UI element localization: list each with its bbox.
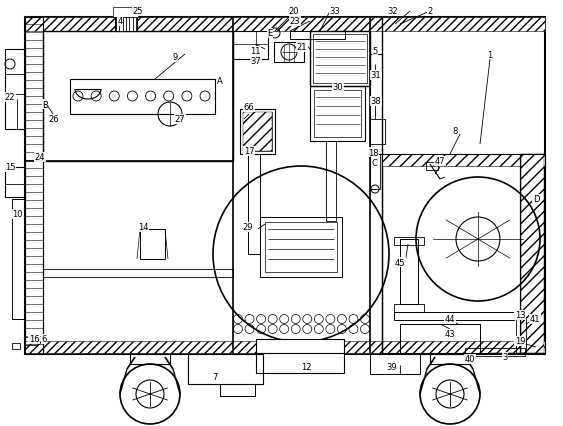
Bar	[240, 110, 275, 155]
Bar	[25, 337, 37, 345]
Bar	[5, 167, 25, 198]
Text: 19: 19	[515, 337, 525, 345]
Bar	[220, 384, 255, 396]
Bar	[516, 344, 526, 353]
Text: 6: 6	[41, 335, 47, 344]
Bar	[465, 348, 525, 356]
Bar	[521, 155, 544, 353]
Bar	[430, 354, 470, 364]
Text: 14: 14	[138, 223, 148, 232]
Bar	[43, 32, 233, 161]
Text: 13: 13	[515, 311, 525, 320]
Text: 38: 38	[370, 97, 381, 106]
Bar	[382, 155, 520, 353]
Bar	[12, 199, 25, 319]
Text: 23: 23	[290, 17, 300, 26]
Text: 32: 32	[388, 8, 398, 17]
Text: 30: 30	[333, 83, 343, 92]
Bar	[248, 155, 260, 254]
Bar	[233, 32, 268, 60]
Bar	[243, 113, 272, 152]
Bar	[370, 354, 420, 374]
Text: 26: 26	[48, 115, 59, 124]
Bar	[400, 239, 418, 304]
Bar	[115, 18, 137, 32]
Bar	[394, 304, 424, 312]
Bar	[370, 155, 380, 190]
Bar	[12, 343, 20, 349]
Bar	[394, 237, 424, 245]
Text: 9: 9	[172, 53, 177, 62]
Text: 66: 66	[244, 103, 254, 112]
Bar	[25, 18, 43, 354]
Text: 47: 47	[435, 157, 445, 166]
Bar	[5, 50, 25, 130]
Text: 10: 10	[12, 210, 23, 219]
Text: 27: 27	[175, 115, 185, 124]
Text: 39: 39	[387, 363, 397, 371]
Text: 8: 8	[452, 127, 458, 136]
Bar	[274, 43, 304, 63]
Text: 4: 4	[117, 17, 123, 26]
Bar	[256, 353, 344, 373]
Text: E: E	[267, 29, 272, 38]
Bar	[260, 218, 342, 277]
Text: C: C	[371, 158, 377, 167]
Bar	[25, 18, 545, 32]
Text: 5: 5	[372, 47, 378, 56]
Text: 25: 25	[133, 8, 143, 17]
Bar	[370, 120, 385, 145]
Text: 45: 45	[395, 258, 405, 267]
Text: 33: 33	[329, 8, 341, 17]
Text: 44: 44	[445, 315, 455, 324]
Bar	[188, 354, 263, 384]
Text: A: A	[217, 77, 223, 86]
Bar	[400, 324, 480, 354]
Bar	[290, 32, 345, 40]
Text: 31: 31	[370, 71, 381, 81]
Text: 2: 2	[427, 8, 432, 17]
Bar	[130, 354, 170, 364]
Text: D: D	[533, 195, 539, 204]
Text: 3: 3	[502, 353, 508, 362]
Bar	[25, 341, 545, 353]
Bar	[140, 230, 165, 259]
Text: 41: 41	[530, 315, 540, 324]
Bar	[426, 163, 438, 170]
Text: 40: 40	[464, 355, 475, 364]
Bar	[394, 312, 514, 320]
Bar	[25, 18, 545, 354]
Text: 18: 18	[368, 148, 378, 157]
Text: 11: 11	[250, 47, 260, 56]
Bar	[310, 32, 370, 87]
Text: 15: 15	[5, 163, 15, 172]
Text: 12: 12	[301, 363, 311, 371]
Bar	[370, 55, 382, 155]
Bar	[326, 142, 336, 222]
Text: 21: 21	[297, 43, 307, 52]
Bar	[43, 269, 233, 277]
Text: 20: 20	[289, 8, 300, 17]
Bar	[516, 319, 526, 344]
Text: 37: 37	[251, 58, 261, 66]
Bar	[313, 35, 367, 84]
Text: 7: 7	[212, 373, 218, 382]
Bar	[382, 155, 545, 167]
Text: 29: 29	[243, 223, 253, 232]
Bar	[70, 80, 215, 115]
Bar	[310, 87, 365, 142]
Bar	[520, 155, 545, 353]
Text: 22: 22	[5, 93, 15, 102]
Bar	[256, 339, 344, 354]
Text: 17: 17	[244, 147, 254, 156]
Bar	[265, 222, 337, 272]
Text: B: B	[42, 100, 48, 109]
Bar	[113, 8, 138, 18]
Text: 24: 24	[35, 153, 45, 162]
Text: 43: 43	[445, 330, 455, 339]
Text: 16: 16	[29, 335, 39, 344]
Text: 1: 1	[488, 50, 493, 59]
Bar	[243, 113, 272, 152]
Bar	[314, 91, 361, 138]
